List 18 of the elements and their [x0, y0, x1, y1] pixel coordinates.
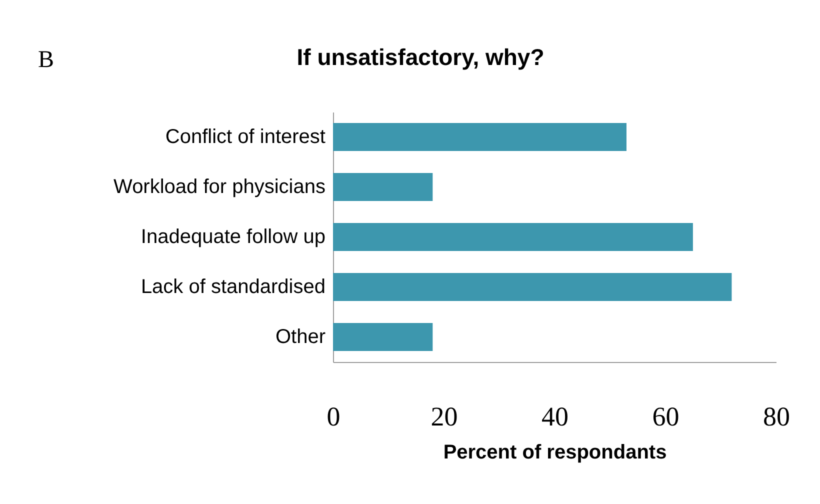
y-tick-label: Inadequate follow up	[140, 226, 326, 248]
bar	[333, 223, 693, 251]
x-tick-label: 80	[763, 402, 790, 432]
bar	[333, 123, 626, 151]
chart-title: If unsatisfactory, why?	[296, 44, 544, 70]
y-tick-label: Conflict of interest	[165, 126, 326, 148]
y-tick-label: Other	[275, 326, 326, 348]
x-axis-title: Percent of respondants	[443, 442, 667, 464]
bar	[333, 323, 433, 351]
text: B	[38, 47, 54, 73]
y-tick-label: Lack of standardised	[140, 276, 326, 298]
x-tick-label: 0	[326, 402, 340, 432]
bar	[333, 273, 732, 301]
bar	[333, 173, 433, 201]
x-tick-label: 40	[542, 402, 568, 432]
x-tick-label: 20	[430, 402, 458, 432]
x-tick-label: 60	[652, 402, 680, 432]
y-tick-label: Workload for physicians	[114, 176, 326, 198]
